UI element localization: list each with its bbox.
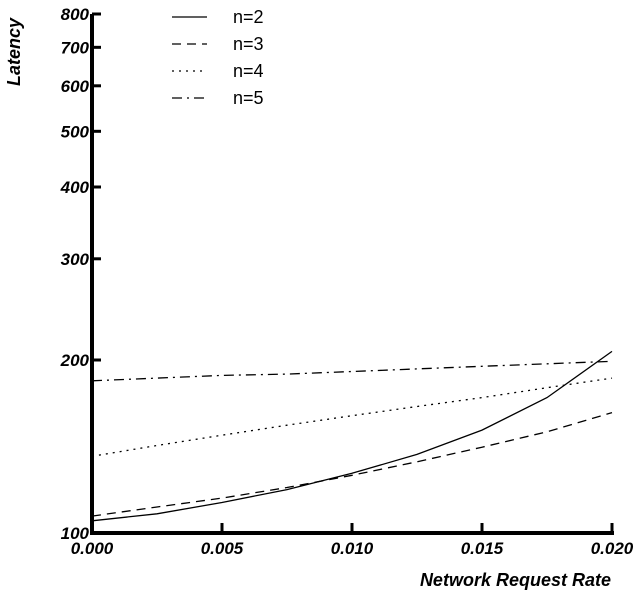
y-tick-label: 400 (60, 178, 90, 197)
x-axis-title: Network Request Rate (420, 570, 611, 590)
y-tick-label: 800 (61, 5, 90, 24)
y-tick-label: 700 (61, 38, 90, 57)
y-tick-label: 300 (61, 250, 90, 269)
x-tick-label: 0.020 (591, 539, 634, 558)
x-tick-label: 0.000 (71, 539, 114, 558)
series-line-n=2 (91, 350, 613, 522)
series-line-n=4 (91, 377, 613, 457)
legend-label: n=4 (233, 61, 264, 81)
series-layer (91, 350, 613, 522)
y-axis-title: Latency (4, 17, 24, 86)
axes-layer: 100 200 300 400 500 600 700 800 0.000 0.005 0.010 0… (60, 5, 634, 558)
y-tick-label: 100 (61, 524, 90, 543)
x-tick-label: 0.005 (201, 539, 244, 558)
x-tick-label: 0.015 (461, 539, 504, 558)
y-tick-label: 200 (60, 351, 90, 370)
legend: n=2 n=3 n=4 n=5 (172, 7, 264, 108)
y-tick-label: 600 (61, 77, 90, 96)
legend-label: n=2 (233, 7, 264, 27)
x-tick-label: 0.010 (331, 539, 374, 558)
legend-label: n=3 (233, 34, 264, 54)
legend-label: n=5 (233, 88, 264, 108)
series-line-n=3 (91, 411, 613, 517)
series-line-n=5 (91, 360, 613, 382)
y-tick-label: 500 (61, 122, 90, 141)
